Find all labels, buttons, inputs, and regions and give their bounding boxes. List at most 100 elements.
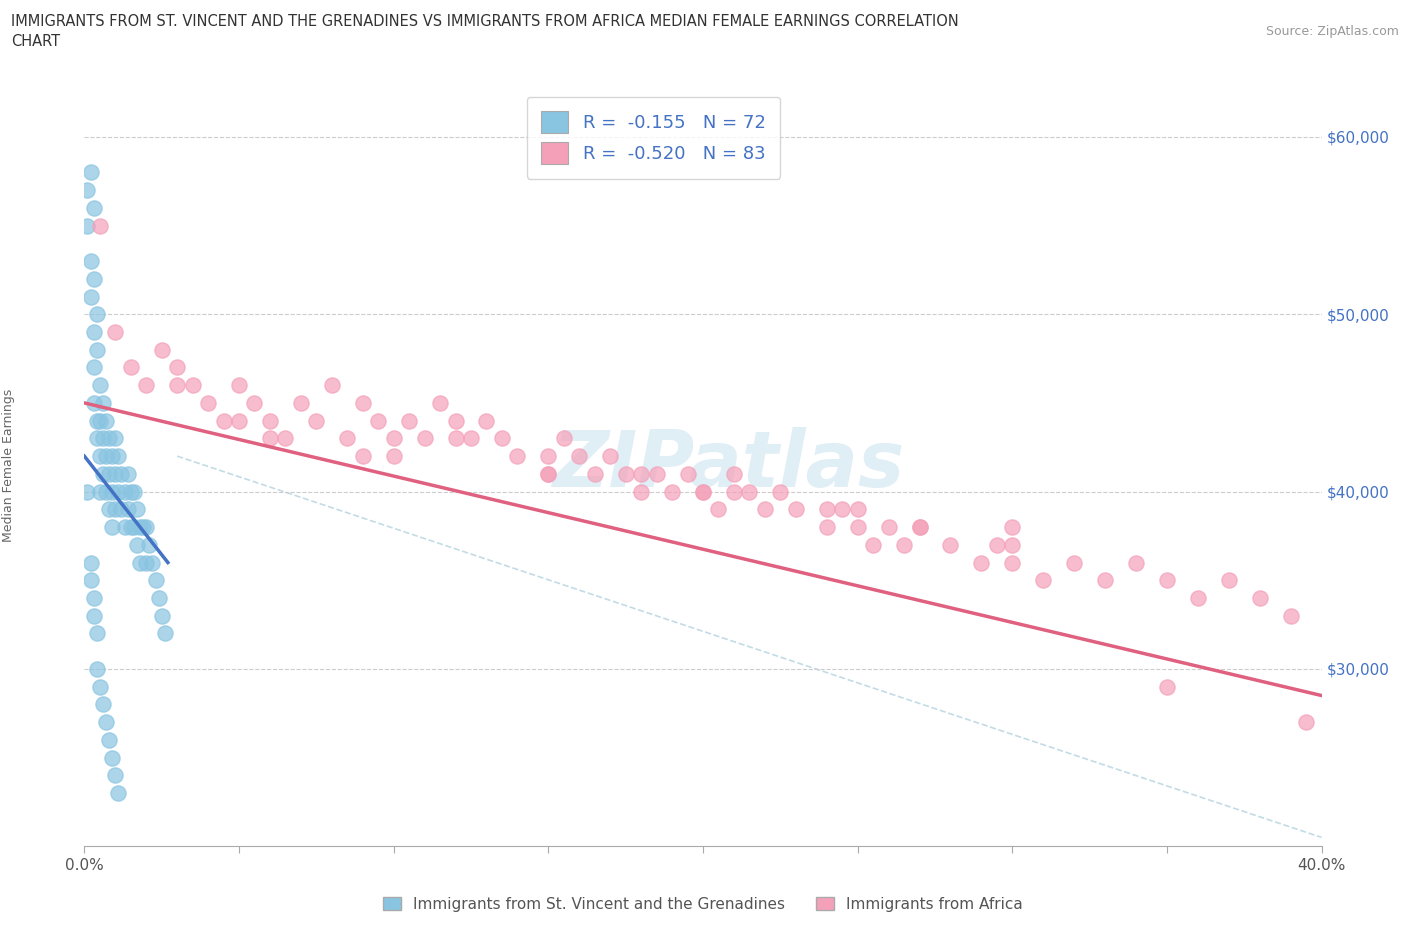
Point bbox=[290, 395, 312, 410]
Point bbox=[135, 378, 157, 392]
Point bbox=[862, 538, 884, 552]
Point bbox=[166, 378, 188, 392]
Point bbox=[614, 467, 637, 482]
Point bbox=[259, 413, 281, 428]
Point bbox=[98, 733, 121, 748]
Point bbox=[86, 661, 108, 676]
Point bbox=[537, 467, 560, 482]
Point bbox=[1001, 555, 1024, 570]
Point bbox=[86, 342, 108, 357]
Point bbox=[228, 413, 250, 428]
Legend: R =  -0.155   N = 72, R =  -0.520   N = 83: R = -0.155 N = 72, R = -0.520 N = 83 bbox=[527, 97, 780, 179]
Point bbox=[120, 520, 142, 535]
Point bbox=[135, 555, 157, 570]
Point bbox=[114, 520, 136, 535]
Point bbox=[107, 448, 129, 463]
Point bbox=[125, 538, 148, 552]
Point bbox=[86, 413, 108, 428]
Text: Source: ZipAtlas.com: Source: ZipAtlas.com bbox=[1265, 25, 1399, 38]
Point bbox=[166, 360, 188, 375]
Point bbox=[94, 715, 117, 730]
Point bbox=[79, 289, 101, 304]
Point bbox=[754, 502, 776, 517]
Point bbox=[110, 467, 132, 482]
Point bbox=[367, 413, 389, 428]
Point bbox=[429, 395, 451, 410]
Point bbox=[537, 467, 560, 482]
Point bbox=[141, 555, 163, 570]
Point bbox=[76, 485, 98, 499]
Point bbox=[89, 219, 111, 233]
Point bbox=[723, 467, 745, 482]
Point bbox=[831, 502, 853, 517]
Point bbox=[506, 448, 529, 463]
Point bbox=[89, 448, 111, 463]
Point bbox=[104, 502, 127, 517]
Y-axis label: Median Female Earnings: Median Female Earnings bbox=[1, 389, 15, 541]
Legend: Immigrants from St. Vincent and the Grenadines, Immigrants from Africa: Immigrants from St. Vincent and the Gren… bbox=[377, 890, 1029, 918]
Point bbox=[117, 502, 139, 517]
Point bbox=[91, 467, 114, 482]
Point bbox=[101, 448, 124, 463]
Point bbox=[181, 378, 204, 392]
Point bbox=[444, 413, 467, 428]
Point bbox=[986, 538, 1008, 552]
Point bbox=[723, 485, 745, 499]
Point bbox=[148, 591, 170, 605]
Point bbox=[83, 200, 105, 215]
Point bbox=[91, 395, 114, 410]
Point bbox=[120, 485, 142, 499]
Point bbox=[86, 307, 108, 322]
Point bbox=[129, 520, 152, 535]
Point bbox=[630, 467, 652, 482]
Point bbox=[352, 448, 374, 463]
Point bbox=[738, 485, 761, 499]
Text: ZIPatlas: ZIPatlas bbox=[551, 427, 904, 503]
Point bbox=[1187, 591, 1209, 605]
Point bbox=[1063, 555, 1085, 570]
Point bbox=[94, 485, 117, 499]
Text: IMMIGRANTS FROM ST. VINCENT AND THE GRENADINES VS IMMIGRANTS FROM AFRICA MEDIAN : IMMIGRANTS FROM ST. VINCENT AND THE GREN… bbox=[11, 14, 959, 29]
Point bbox=[846, 502, 869, 517]
Point bbox=[79, 254, 101, 269]
Point bbox=[89, 679, 111, 694]
Point bbox=[150, 342, 173, 357]
Point bbox=[676, 467, 699, 482]
Point bbox=[568, 448, 591, 463]
Point bbox=[460, 431, 482, 445]
Point bbox=[83, 272, 105, 286]
Point bbox=[1156, 679, 1178, 694]
Point bbox=[83, 325, 105, 339]
Point bbox=[104, 325, 127, 339]
Point bbox=[98, 431, 121, 445]
Point bbox=[89, 485, 111, 499]
Point bbox=[274, 431, 297, 445]
Point bbox=[769, 485, 792, 499]
Point bbox=[970, 555, 993, 570]
Point bbox=[89, 378, 111, 392]
Point bbox=[908, 520, 931, 535]
Point bbox=[79, 573, 101, 588]
Point bbox=[83, 608, 105, 623]
Point bbox=[645, 467, 668, 482]
Point bbox=[382, 431, 405, 445]
Point bbox=[107, 485, 129, 499]
Point bbox=[692, 485, 714, 499]
Point bbox=[815, 502, 838, 517]
Point bbox=[79, 165, 101, 179]
Point bbox=[785, 502, 807, 517]
Point bbox=[79, 555, 101, 570]
Point bbox=[1032, 573, 1054, 588]
Point bbox=[1279, 608, 1302, 623]
Point bbox=[661, 485, 683, 499]
Point bbox=[153, 626, 176, 641]
Point bbox=[1001, 520, 1024, 535]
Point bbox=[101, 520, 124, 535]
Point bbox=[1094, 573, 1116, 588]
Point bbox=[1001, 538, 1024, 552]
Point bbox=[83, 360, 105, 375]
Point bbox=[1125, 555, 1147, 570]
Point bbox=[228, 378, 250, 392]
Point bbox=[129, 555, 152, 570]
Point bbox=[846, 520, 869, 535]
